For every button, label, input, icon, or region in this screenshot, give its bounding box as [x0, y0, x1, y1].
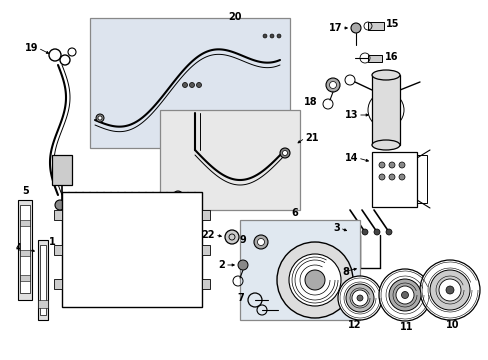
Circle shape	[253, 235, 267, 249]
Bar	[54, 244, 62, 255]
Circle shape	[346, 284, 373, 312]
Circle shape	[288, 254, 340, 306]
Circle shape	[378, 174, 384, 180]
Bar	[20, 220, 30, 226]
Circle shape	[395, 286, 413, 304]
Circle shape	[361, 229, 367, 235]
Circle shape	[373, 229, 379, 235]
Bar	[367, 22, 383, 30]
Bar	[371, 75, 399, 145]
Bar	[202, 279, 209, 289]
Text: 9: 9	[239, 235, 245, 245]
Circle shape	[350, 23, 360, 33]
Circle shape	[238, 260, 247, 270]
Bar	[202, 244, 209, 255]
Bar	[38, 240, 48, 320]
Text: 3: 3	[332, 223, 339, 233]
Circle shape	[388, 279, 420, 311]
Circle shape	[356, 295, 362, 301]
Text: 5: 5	[22, 186, 29, 196]
Text: 13: 13	[344, 110, 357, 120]
Circle shape	[378, 269, 430, 321]
Bar	[90, 18, 289, 148]
Circle shape	[388, 174, 394, 180]
Text: 4: 4	[15, 243, 22, 253]
Text: 15: 15	[385, 19, 399, 29]
Text: 21: 21	[305, 133, 318, 143]
Circle shape	[182, 82, 187, 87]
Bar	[54, 279, 62, 289]
Bar	[20, 275, 30, 281]
Circle shape	[419, 260, 479, 320]
Bar	[416, 155, 426, 203]
Circle shape	[276, 242, 352, 318]
Text: 17: 17	[328, 23, 341, 33]
Circle shape	[96, 114, 104, 122]
Bar	[40, 245, 46, 315]
Bar	[20, 205, 30, 293]
Text: 10: 10	[446, 320, 459, 330]
Circle shape	[280, 148, 289, 158]
Circle shape	[98, 116, 102, 120]
Text: 1: 1	[49, 237, 56, 247]
Bar	[18, 200, 32, 300]
Text: 19: 19	[24, 43, 38, 53]
Circle shape	[305, 270, 325, 290]
Circle shape	[351, 290, 367, 306]
Bar	[160, 110, 299, 210]
Circle shape	[429, 270, 469, 310]
Text: 12: 12	[347, 320, 361, 330]
Circle shape	[276, 34, 281, 38]
Text: 16: 16	[384, 52, 398, 62]
Circle shape	[388, 162, 394, 168]
Circle shape	[401, 292, 407, 298]
Bar	[202, 210, 209, 220]
Circle shape	[438, 279, 460, 301]
Circle shape	[378, 162, 384, 168]
Circle shape	[173, 191, 183, 201]
Circle shape	[445, 286, 453, 294]
Text: 18: 18	[304, 97, 317, 107]
Circle shape	[398, 174, 404, 180]
Ellipse shape	[371, 70, 399, 80]
Circle shape	[175, 194, 180, 198]
Circle shape	[55, 200, 65, 210]
Text: 14: 14	[344, 153, 357, 163]
Ellipse shape	[371, 140, 399, 150]
Circle shape	[257, 238, 264, 246]
Circle shape	[329, 81, 336, 89]
Bar	[38, 300, 48, 308]
Bar	[54, 210, 62, 220]
Text: 11: 11	[400, 322, 413, 332]
Bar	[240, 220, 359, 320]
Text: 8: 8	[341, 267, 348, 277]
Text: 22: 22	[201, 230, 215, 240]
Bar	[20, 250, 30, 256]
Circle shape	[196, 82, 201, 87]
Text: 2: 2	[218, 260, 224, 270]
Circle shape	[325, 78, 339, 92]
Circle shape	[398, 162, 404, 168]
Text: 20: 20	[228, 12, 241, 22]
Bar	[62, 192, 202, 307]
Text: 6: 6	[291, 208, 298, 218]
Circle shape	[189, 82, 194, 87]
Circle shape	[224, 230, 239, 244]
Bar	[367, 55, 381, 62]
Circle shape	[263, 34, 266, 38]
Circle shape	[282, 150, 287, 156]
Bar	[52, 155, 72, 185]
Circle shape	[385, 229, 391, 235]
Text: 7: 7	[237, 293, 244, 303]
Circle shape	[337, 276, 381, 320]
Circle shape	[269, 34, 273, 38]
Bar	[371, 152, 416, 207]
